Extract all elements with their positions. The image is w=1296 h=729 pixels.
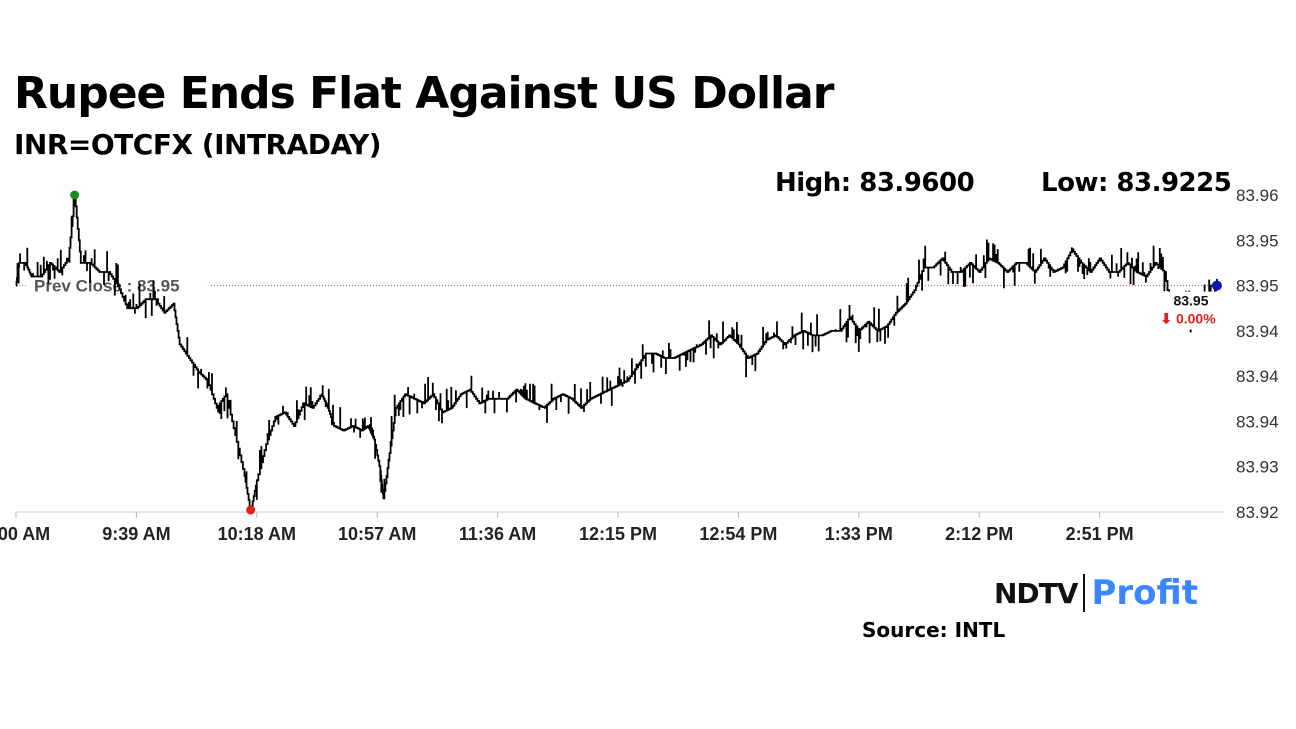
x-tick-label: 10:18 AM — [218, 524, 296, 544]
source-label: Source: INTL — [862, 618, 1006, 642]
low-value-label: Low: 83.9225 — [1041, 168, 1232, 198]
price-series-line — [15, 194, 1218, 513]
last-price-marker — [1211, 280, 1222, 291]
x-tick-label: 9:00 AM — [0, 524, 50, 544]
x-tick-label: 11:36 AM — [459, 524, 536, 544]
y-tick-label: 83.94 — [1236, 412, 1279, 431]
logo-divider — [1083, 574, 1086, 612]
y-tick-label: 83.95 — [1236, 231, 1279, 250]
change-percent-label: ⬇ 0.00% — [1160, 311, 1216, 327]
high-value-label: High: 83.9600 — [775, 168, 975, 198]
chart-subtitle: INR=OTCFX (INTRADAY) — [14, 128, 382, 161]
last-price-callout-bg — [1160, 291, 1218, 330]
y-tick-label: 83.92 — [1236, 503, 1279, 522]
logo-profit-text: Profit — [1091, 573, 1198, 613]
x-tick-label: 12:54 PM — [699, 524, 777, 544]
y-tick-label: 83.96 — [1236, 186, 1279, 205]
logo-ndtv-text: NDTV — [994, 576, 1078, 610]
x-tick-label: 2:51 PM — [1066, 524, 1134, 544]
y-tick-label: 83.94 — [1236, 367, 1279, 386]
x-tick-label: 2:12 PM — [945, 524, 1013, 544]
y-tick-label: 83.95 — [1236, 277, 1279, 296]
ndtv-profit-logo: NDTV Profit — [994, 572, 1198, 614]
chart-title: Rupee Ends Flat Against US Dollar — [14, 68, 834, 119]
x-tick-label: 10:57 AM — [338, 524, 416, 544]
y-tick-label: 83.94 — [1236, 322, 1279, 341]
prev-close-label: Prev Close : 83.95 — [34, 277, 180, 296]
last-price-label: 83.95 — [1173, 293, 1208, 309]
x-tick-label: 1:33 PM — [825, 524, 893, 544]
high-marker — [70, 190, 80, 200]
x-tick-label: 9:39 AM — [102, 524, 170, 544]
low-marker — [246, 505, 256, 515]
x-tick-label: 12:15 PM — [579, 524, 657, 544]
y-tick-label: 83.93 — [1236, 458, 1279, 477]
